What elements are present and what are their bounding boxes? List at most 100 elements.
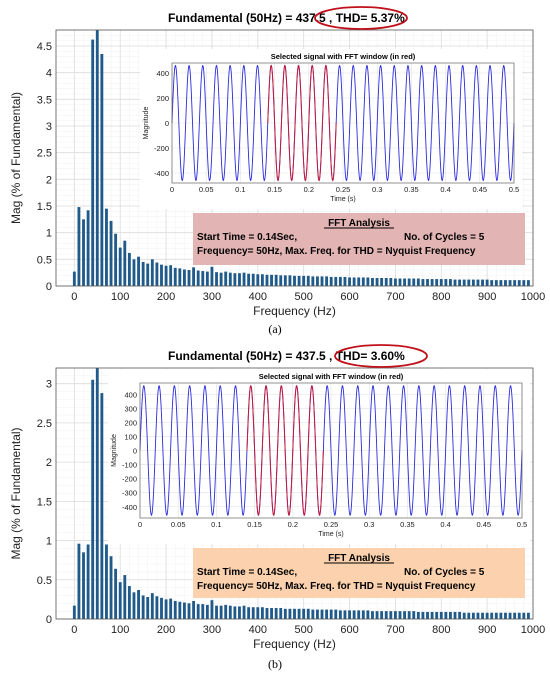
bar [132,259,136,286]
fft-box-background [193,548,525,598]
bar [485,612,489,619]
bar [393,278,397,286]
bar [141,595,145,619]
bar [343,276,347,286]
inset-y-tick-label: 300 [124,404,137,413]
bar [316,609,319,619]
chart-title: Fundamental (50Hz) = 437.5 , THD= 5.37% [168,11,405,25]
y-tick-label: 2.5 [37,148,52,160]
inset-x-tick-label: 0.35 [404,185,419,194]
bar [458,279,462,286]
x-tick-label: 700 [386,291,404,303]
inset-title: Selected signal with FFT window (in red) [259,372,404,381]
bar [361,610,365,619]
bar [105,208,108,286]
x-tick-label: 200 [157,291,175,303]
signal-trace [139,385,523,516]
y-tick-label: 1 [46,228,52,240]
fft-box-background [193,213,525,265]
y-axis-label: Mag (% of Fundamental) [9,427,23,559]
bar [316,276,319,286]
bar [407,278,411,286]
bar [155,262,159,286]
bar [366,277,370,286]
bar [494,612,498,619]
bar [412,278,416,286]
fft-window-trace [246,385,324,516]
bar [499,612,503,619]
bar [228,272,232,286]
inset-x-tick-label: 0.25 [324,520,339,529]
inset-x-tick-label: 0.35 [400,520,415,529]
bar [270,274,273,286]
bar [430,279,434,286]
bar [123,575,127,619]
bar [504,612,507,619]
bar [375,278,379,286]
plot-frame [55,29,534,287]
inset-y-label: Magnitude [111,434,118,467]
bar [91,39,95,286]
bar [380,611,384,619]
inset-x-tick-label: 0.45 [476,520,491,529]
bar [467,279,471,286]
bar [302,275,306,286]
x-tick-label: 400 [249,624,267,636]
bar [192,600,196,619]
fft-analysis-box: FFT Analysis Start Time = 0.14Sec, No. of … [193,213,525,265]
y-tick-label: 2 [46,457,52,469]
bar [453,611,457,619]
bar [127,252,131,286]
bar [247,273,251,286]
bar [490,612,494,619]
bar [224,604,228,619]
bar [283,608,287,619]
inset-y-tick-label: -300 [122,489,137,498]
fft-start-time: Start Time = 0.14Sec, [197,567,297,578]
inset-y-tick-label: 100 [124,432,137,441]
bar [320,609,324,619]
bar [407,611,411,619]
y-tick-label: 3 [46,379,52,391]
bar [100,393,104,619]
bar [352,277,356,286]
inset-y-tick-label: -400 [154,169,169,178]
x-tick-label: 1000 [521,291,545,303]
bar [293,608,296,619]
bar [526,280,530,286]
bar [95,368,99,619]
bar [192,267,196,286]
bar [270,608,273,619]
x-tick-label: 0 [71,291,77,303]
bar [412,611,416,619]
inset-x-tick-label: 0.05 [199,185,214,194]
bar [334,276,338,286]
inset-x-tick-label: 0.4 [440,520,450,529]
bar [141,262,145,286]
bar [471,612,475,619]
y-tick-label: 0.5 [37,575,52,587]
bar [146,263,150,286]
bar [389,278,393,286]
bar [178,601,182,619]
x-tick-label: 400 [249,291,267,303]
inset-x-tick-label: 0.25 [336,185,351,194]
bar [127,586,131,619]
bar [439,279,443,286]
bar [338,276,342,286]
x-tick-label: 100 [111,291,129,303]
bar [283,275,287,286]
bar [288,608,292,619]
bar [201,604,205,619]
bar [293,275,296,286]
x-tick-label: 300 [203,624,221,636]
x-tick-label: 900 [478,291,496,303]
bar [508,612,512,619]
bar [224,271,228,286]
inset-signal-plot: 0 0.05 0.1 0.15 0.2 0.25 0.3 0.35 0.4 0.45 0.5 400 2… [140,49,522,209]
bar [476,279,480,286]
bar [82,219,85,286]
inset-y-tick-label: -200 [122,475,137,484]
bar [260,607,264,619]
